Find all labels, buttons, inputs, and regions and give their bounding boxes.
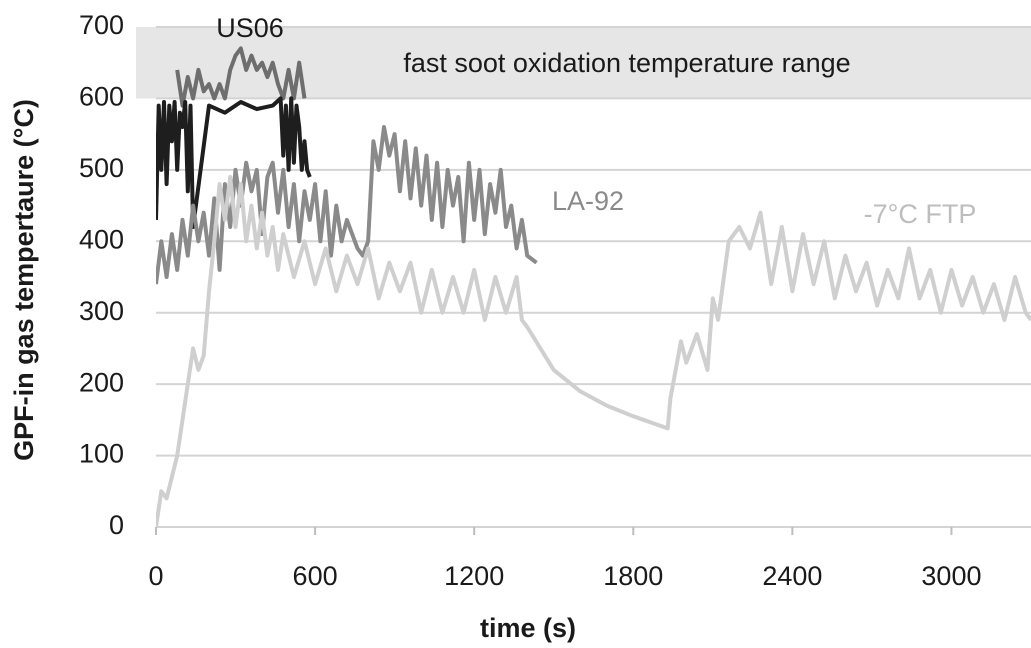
- x-axis-label: time (s): [480, 613, 576, 643]
- y-tick-label: 500: [79, 153, 124, 183]
- data-line: [156, 96, 312, 229]
- x-tick-label: 3000: [921, 561, 981, 591]
- y-tick-label: 200: [79, 367, 124, 397]
- data-line: [156, 125, 538, 285]
- series-label: LA-92: [552, 186, 624, 216]
- y-tick-label: 300: [79, 296, 124, 326]
- y-axis-label: GPF-in gas tempertaure (°C): [9, 99, 39, 461]
- series-label: -7°C FTP: [864, 199, 977, 229]
- x-tick-label: 0: [148, 561, 163, 591]
- y-tick-label: 0: [109, 510, 124, 540]
- y-tick-label: 100: [79, 439, 124, 469]
- series-label: US06: [216, 13, 284, 43]
- x-tick-label: 2400: [762, 561, 822, 591]
- x-tick-label: 1800: [603, 561, 663, 591]
- y-tick-label: 600: [79, 82, 124, 112]
- x-tick-label: 1200: [444, 561, 504, 591]
- data-line: [156, 175, 1031, 528]
- data-line: [175, 46, 307, 108]
- band-label: fast soot oxidation temperature range: [403, 48, 850, 78]
- x-tick-label: 600: [293, 561, 338, 591]
- y-tick-label: 400: [79, 224, 124, 254]
- y-tick-label: 700: [79, 10, 124, 40]
